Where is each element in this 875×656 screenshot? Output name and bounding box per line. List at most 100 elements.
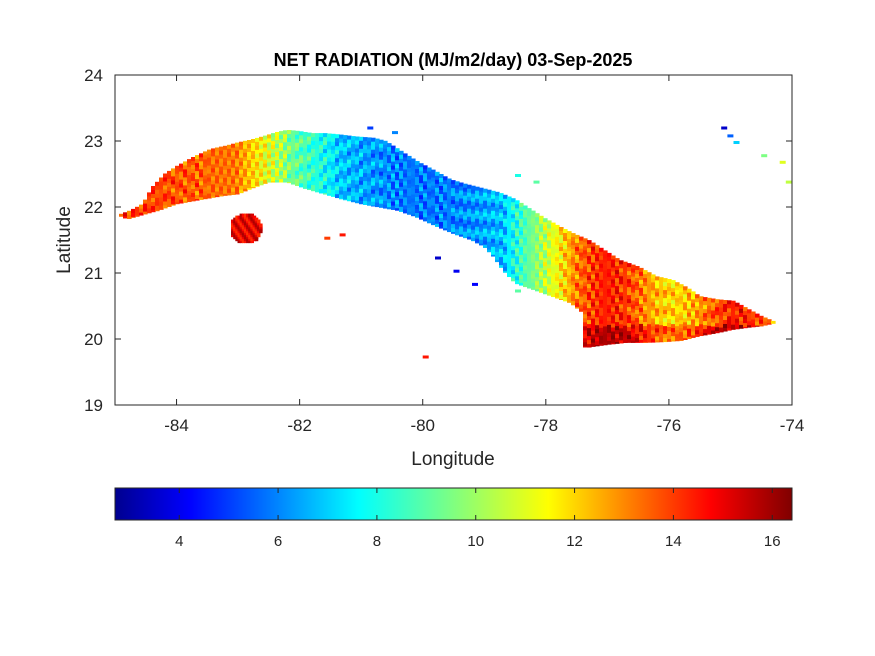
raster-cell (543, 250, 548, 255)
raster-cell (559, 247, 564, 252)
raster-cell (503, 258, 508, 264)
raster-cell (171, 196, 176, 201)
raster-cell (163, 205, 168, 209)
raster-cell (363, 173, 368, 178)
raster-cell (603, 318, 608, 323)
raster-cell-isla (246, 239, 250, 244)
raster-cell-isla (243, 217, 248, 222)
raster-cell-isla (231, 233, 235, 238)
raster-cell (215, 147, 220, 153)
raster-cell-isla (248, 239, 252, 244)
raster-cell (347, 195, 352, 201)
raster-cell (623, 337, 628, 343)
raster-cell (455, 189, 460, 194)
raster-cell (587, 332, 592, 337)
raster-cell (615, 258, 620, 263)
colorbar-tick-label: 6 (274, 533, 282, 550)
raster-cell (699, 296, 704, 301)
raster-cell (287, 178, 292, 183)
raster-cell (627, 327, 632, 332)
raster-cell (551, 222, 556, 228)
raster-cell (599, 335, 604, 341)
raster-cell (471, 217, 476, 223)
raster-cell (607, 292, 612, 298)
raster-cell (663, 330, 668, 335)
raster-cell (679, 324, 684, 329)
raster-cell (247, 184, 252, 189)
raster-cell (491, 250, 496, 256)
raster-cell (323, 165, 328, 170)
raster-cell (711, 302, 716, 308)
raster-cell (319, 161, 324, 166)
raster-cell (239, 149, 244, 155)
raster-cell (255, 173, 260, 179)
raster-cell (567, 283, 572, 288)
raster-cell (179, 187, 184, 193)
raster-cell (627, 319, 632, 324)
raster-cell (407, 155, 412, 161)
raster-cell (351, 180, 356, 185)
raster-cell (443, 224, 448, 229)
raster-cell (671, 304, 676, 309)
raster-cell (683, 290, 688, 295)
raster-cell (711, 310, 716, 316)
raster-cell (487, 209, 492, 215)
x-ticks: -84 -82 -80 -78 -76 -74 (164, 75, 804, 435)
raster-cell (259, 152, 264, 158)
raster-cell-isla (239, 213, 244, 218)
raster-cell (359, 188, 364, 194)
raster-cell (395, 180, 400, 185)
raster-cell (631, 316, 636, 322)
raster-cell (303, 144, 308, 149)
raster-cell (583, 302, 588, 307)
raster-cell (547, 220, 552, 225)
raster-cell (735, 318, 740, 324)
raster-cell (543, 274, 548, 279)
raster-cell (551, 262, 556, 268)
raster-cell (319, 165, 324, 170)
raster-cell (407, 207, 412, 213)
raster-cell (199, 185, 204, 190)
raster-cell (535, 277, 540, 282)
raster-cell (667, 335, 672, 340)
raster-cell (479, 187, 484, 193)
raster-cell (307, 160, 312, 166)
raster-cell (683, 334, 688, 339)
raster-cell (667, 299, 672, 304)
raster-cell-isla (239, 223, 244, 228)
raster-cell (571, 281, 576, 286)
raster-cell (315, 141, 320, 146)
raster-cell (739, 304, 744, 310)
raster-cell (651, 294, 656, 299)
raster-cell (175, 189, 180, 195)
raster-cell (571, 297, 576, 302)
raster-cell-isla (252, 237, 257, 242)
raster-cell (559, 259, 564, 264)
raster-cell (207, 157, 212, 163)
raster-cell (351, 176, 356, 181)
raster-cell (443, 200, 448, 205)
raster-cell (423, 165, 428, 170)
raster-cell (503, 202, 508, 208)
raster-cell (615, 270, 620, 275)
raster-cell (235, 150, 240, 156)
raster-cell (223, 145, 228, 151)
raster-cell (387, 151, 392, 156)
raster-cell (571, 265, 576, 270)
raster-cell (491, 206, 496, 212)
raster-cell (619, 336, 624, 341)
raster-cell (635, 342, 640, 343)
raster-cell (263, 147, 268, 153)
raster-cell (359, 148, 364, 154)
raster-cell (523, 281, 528, 287)
raster-cell (147, 204, 152, 209)
raster-cell (407, 199, 412, 205)
raster-cell (567, 295, 572, 300)
raster-cell (591, 302, 596, 308)
raster-cell (547, 252, 552, 257)
raster-cell (563, 229, 568, 234)
islet-cell (785, 180, 792, 184)
raster-cell (375, 154, 380, 160)
raster-cell (639, 275, 644, 281)
raster-cell (527, 236, 532, 241)
